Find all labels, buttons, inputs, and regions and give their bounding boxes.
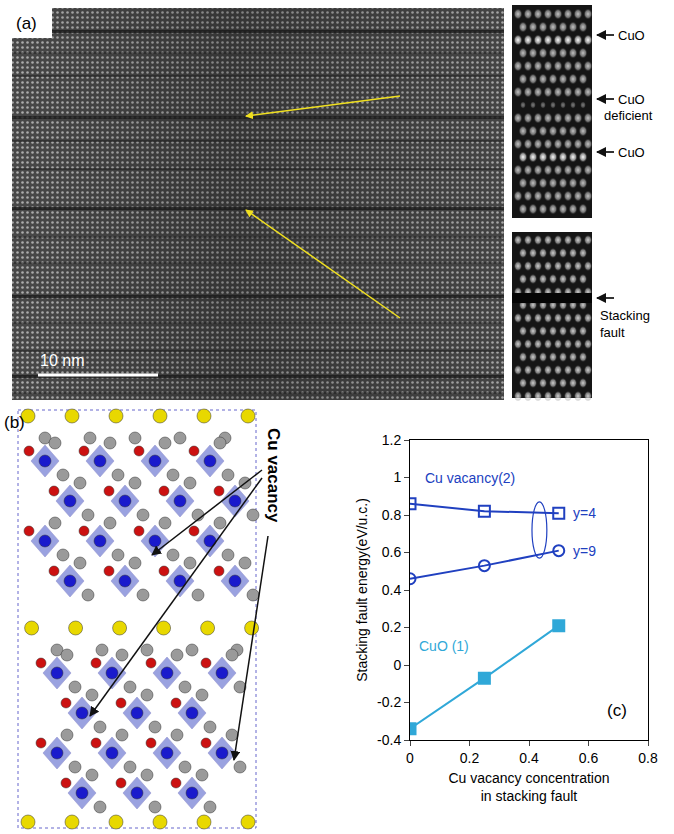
svg-text:1.2: 1.2	[382, 432, 402, 448]
svg-text:0.8: 0.8	[382, 507, 402, 523]
svg-text:y=9: y=9	[573, 543, 596, 559]
svg-text:CuO: CuO	[618, 28, 645, 43]
svg-text:0.6: 0.6	[382, 544, 402, 560]
svg-text:Stacking fault energy(eV/u.c.): Stacking fault energy(eV/u.c.)	[354, 498, 370, 682]
svg-text:deficient: deficient	[604, 108, 653, 123]
svg-text:(c): (c)	[607, 701, 627, 720]
svg-text:0.4: 0.4	[382, 582, 402, 598]
svg-text:0.2: 0.2	[460, 750, 480, 766]
svg-text:CuO: CuO	[618, 145, 645, 160]
svg-text:0: 0	[393, 657, 401, 673]
svg-text:Cu vacancy: Cu vacancy	[264, 428, 283, 523]
svg-text:y=4: y=4	[573, 505, 596, 521]
svg-text:1: 1	[393, 469, 401, 485]
svg-text:-0.4: -0.4	[377, 732, 401, 748]
svg-text:CuO: CuO	[618, 92, 645, 107]
svg-text:0.4: 0.4	[519, 750, 539, 766]
svg-text:0.2: 0.2	[382, 619, 402, 635]
svg-text:10 nm: 10 nm	[40, 352, 84, 369]
svg-text:-0.2: -0.2	[377, 694, 401, 710]
svg-text:0.8: 0.8	[638, 750, 658, 766]
svg-text:0: 0	[406, 750, 414, 766]
svg-text:fault: fault	[600, 325, 625, 340]
svg-text:Cu vacancy(2): Cu vacancy(2)	[425, 470, 515, 486]
svg-text:Cu vacancy concentrationin sta: Cu vacancy concentrationin stacking faul…	[448, 770, 609, 804]
svg-text:(b): (b)	[4, 413, 25, 432]
svg-text:0.6: 0.6	[579, 750, 599, 766]
svg-text:CuO (1): CuO (1)	[419, 638, 469, 654]
svg-text:Stacking: Stacking	[600, 308, 650, 323]
svg-text:(a): (a)	[16, 14, 37, 33]
